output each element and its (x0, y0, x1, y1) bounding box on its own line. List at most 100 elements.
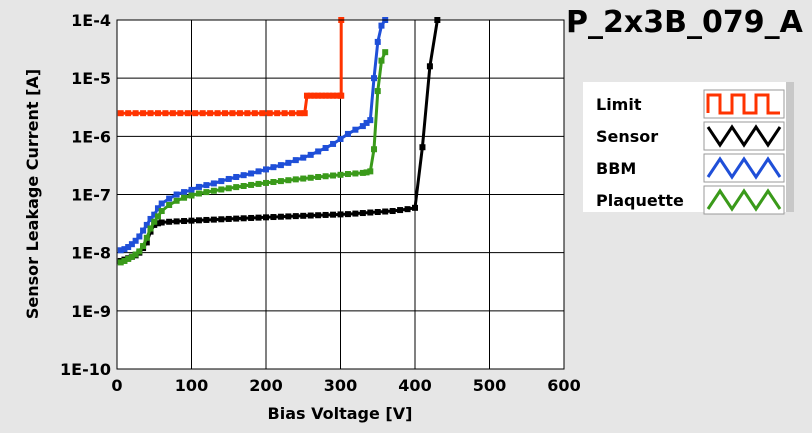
bbm-point (218, 178, 225, 185)
bbm-point (315, 148, 322, 155)
bbm-point (371, 75, 378, 82)
series-plaquette (117, 49, 389, 266)
limit-point (229, 110, 236, 117)
sensor-point (255, 214, 262, 221)
plaquette-point (307, 174, 314, 181)
plaquette-point (181, 194, 188, 201)
plaquette-point (210, 187, 217, 194)
y-axis-title: Sensor Leakage Current [A] (23, 69, 42, 319)
bbm-point (359, 123, 366, 130)
bbm-point (285, 159, 292, 166)
bbm-point (322, 145, 329, 152)
plaquette-point (128, 253, 135, 260)
bbm-point (363, 119, 370, 126)
sensor-point (181, 218, 188, 225)
plaquette-point (218, 186, 225, 193)
plaquette-point (270, 179, 277, 186)
sensor-point (307, 212, 314, 219)
legend-label: Sensor (596, 127, 658, 146)
legend-sample-plaquette (706, 188, 782, 212)
sensor-point (426, 63, 433, 70)
plaquette-point (322, 173, 329, 180)
series-bbm (117, 17, 389, 254)
sensor-point (143, 239, 150, 246)
plaquette-point (151, 218, 158, 225)
bbm-point (210, 180, 217, 187)
bbm-point (140, 227, 147, 234)
sensor-point (233, 215, 240, 222)
bbm-point (151, 211, 158, 218)
plaquette-point (140, 243, 147, 250)
sensor-point (359, 210, 366, 217)
series-layer (117, 17, 441, 266)
plaquette-point (136, 248, 143, 255)
limit-point (303, 92, 310, 99)
plaquette-point (315, 173, 322, 180)
bbm-point (300, 154, 307, 161)
x-tick-label: 0 (111, 376, 122, 395)
plaquette-point (132, 251, 139, 258)
legend-scrollbar[interactable] (786, 82, 794, 212)
plaquette-point (367, 168, 374, 175)
limit-point (326, 92, 333, 99)
limit-point (259, 110, 266, 117)
chart-title: P_2x3B_079_A (566, 5, 804, 40)
sensor-point (367, 209, 374, 216)
plaquette-point (382, 49, 389, 56)
legend-item-plaquette: Plaquette (596, 185, 785, 215)
bbm-point (147, 215, 154, 222)
sensor-point (315, 212, 322, 219)
plaquette-point (292, 176, 299, 183)
sensor-point (419, 144, 426, 151)
sensor-point (270, 214, 277, 221)
limit-point (162, 110, 169, 117)
limit-point (154, 110, 161, 117)
legend-sample-sensor (706, 124, 782, 148)
sensor-point (300, 212, 307, 219)
legend-item-bbm: BBM (596, 153, 785, 183)
plaquette-point (363, 169, 370, 176)
plaquette-point (225, 185, 232, 192)
plaquette-point (285, 177, 292, 184)
limit-point (244, 110, 251, 117)
y-tick-label: 1E-8 (71, 244, 111, 263)
bbm-point (125, 244, 132, 251)
x-tick-label: 600 (547, 376, 580, 395)
bbm-point (292, 157, 299, 164)
limit-point (177, 110, 184, 117)
bbm-point (195, 183, 202, 190)
plaquette-point (255, 180, 262, 187)
bbm-point (166, 195, 173, 202)
bbm-point (255, 168, 262, 175)
y-tick-label: 1E-4 (71, 11, 111, 30)
limit-point (207, 110, 214, 117)
legend-label: BBM (596, 159, 636, 178)
limit-point (289, 110, 296, 117)
limit-point (318, 92, 325, 99)
plaquette-point (344, 171, 351, 178)
limit-point (330, 92, 337, 99)
sensor-point (195, 217, 202, 224)
sensor-point (218, 216, 225, 223)
plaquette-point (330, 172, 337, 179)
bbm-point (378, 22, 385, 29)
sensor-point (248, 214, 255, 221)
bbm-point (136, 233, 143, 240)
limit-point (132, 110, 139, 117)
bbm-point (143, 221, 150, 228)
sensor-point (277, 213, 284, 220)
limit-point (214, 110, 221, 117)
limit-point (236, 110, 243, 117)
plaquette-point (374, 88, 381, 95)
bbm-point (173, 191, 180, 198)
bbm-point (128, 241, 135, 248)
bbm-point (263, 166, 269, 173)
sensor-point (263, 214, 269, 221)
plaquette-point (203, 189, 210, 196)
bbm-point (248, 170, 255, 177)
limit-point (315, 92, 322, 99)
sensor-point (158, 219, 165, 226)
limit-point (140, 110, 147, 117)
